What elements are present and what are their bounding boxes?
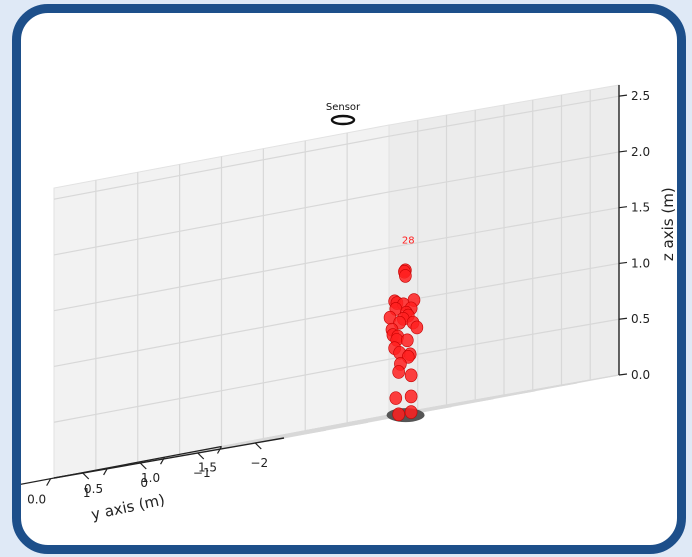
data-point [404,389,418,404]
z-tick [618,150,628,153]
x-tick-label: 1.0 [141,471,160,485]
data-point [392,365,405,379]
y-tick [82,472,90,480]
data-point [404,368,418,383]
z-tick-label: 2.5 [631,89,650,103]
z-tick-label: 2.0 [631,145,650,159]
data-point [400,333,414,348]
sensor-icon [330,114,356,126]
grid-line [53,302,390,368]
y-tick-label: 1 [83,486,91,500]
y-tick-label: −2 [250,456,268,470]
x-tick [46,478,52,486]
data-point [404,405,418,419]
x-tick [103,467,109,476]
y-tick [139,462,147,470]
z-tick [618,317,628,320]
data-point [389,391,403,405]
x-tick [160,456,166,465]
y-tick-label: −1 [193,466,211,480]
grid-line [53,135,390,200]
y-tick [197,452,205,460]
z-tick-label: 1.5 [631,201,650,215]
z-tick-label: 1.0 [631,256,650,270]
grid-line [388,262,620,305]
data-point [392,407,405,422]
grid-line [388,207,620,249]
z-tick [618,94,628,97]
grid-line [53,358,390,423]
grid-line [53,191,390,256]
z-tick [618,206,628,209]
grid-line [388,374,620,416]
x-axis: 1.5 1.0 0.5 0.0 [21,445,223,507]
target-points [383,263,424,422]
z-tick-label: 0.5 [631,312,650,326]
z-tick [618,373,628,376]
x-axis-edge [21,445,222,485]
sensor-label: Sensor [326,102,361,113]
x-tick [216,446,223,454]
x-tick-label: 1.5 [198,461,217,475]
sensor-marker: Sensor [326,102,361,126]
grid-line [53,247,390,312]
z-axis: 0.0 0.5 1.0 1.5 2.0 2.5 z axis (m) [618,89,677,382]
x-tick-label: 0.5 [84,482,103,496]
target-id-label: 28 [402,236,415,247]
grid-line [388,95,620,137]
z-axis-label: z axis (m) [659,187,677,261]
y-tick-label: 0 [140,476,148,490]
y-tick [254,442,262,450]
grid-line [388,151,620,193]
z-tick-label: 0.0 [631,368,650,382]
data-point [399,269,412,283]
data-point [410,320,424,335]
chart-frame: 0.0 0.5 1.0 1.5 2.0 2.5 z axis (m) −2 −1 0 1 y axis… [12,4,686,554]
z-tick [618,261,628,265]
grid-line [388,318,620,360]
x-tick-label: 0.0 [27,493,46,507]
